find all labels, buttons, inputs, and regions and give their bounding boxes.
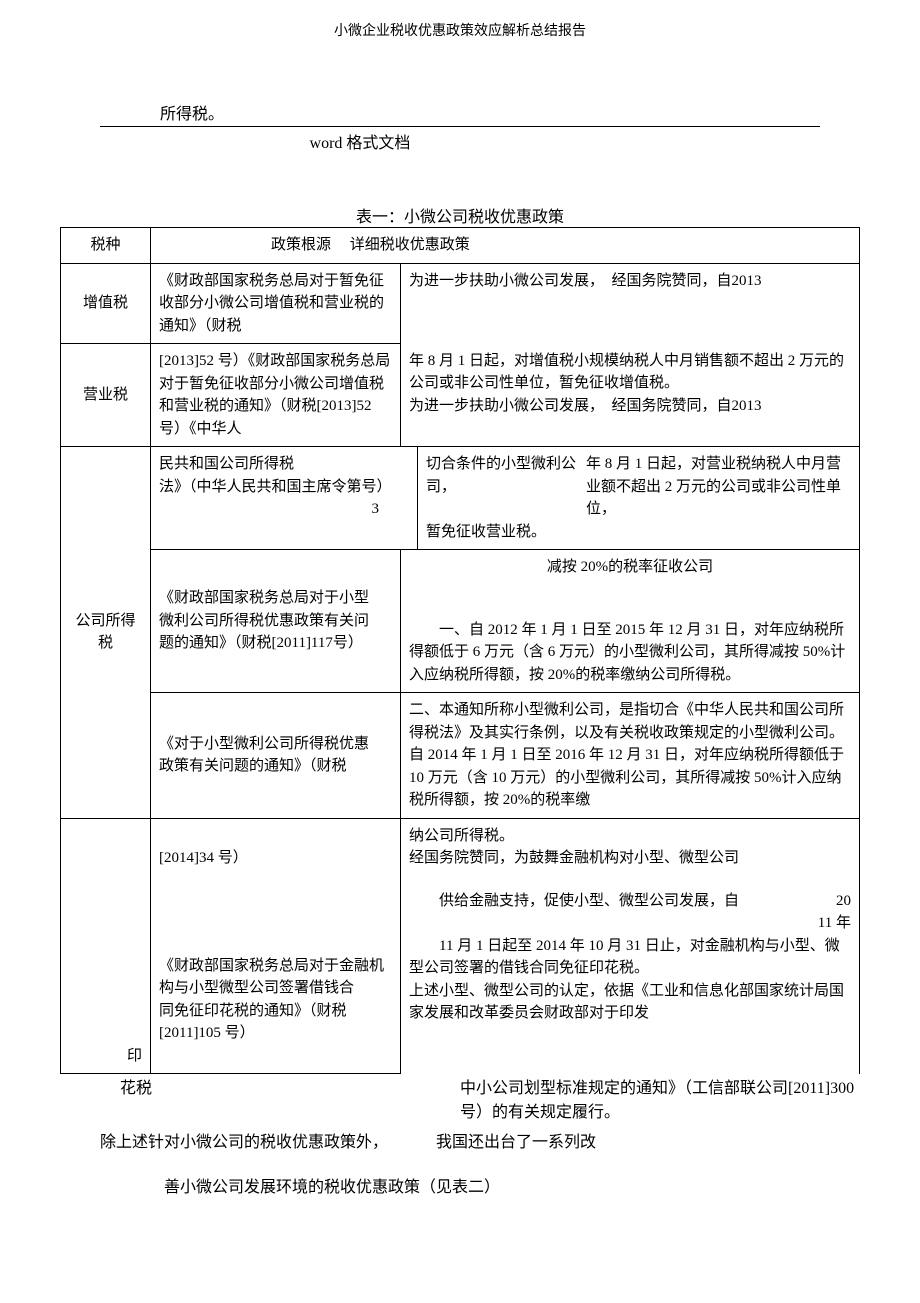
income1-detail-top: 减按 20%的税率征收公司: [409, 556, 851, 579]
post-para-1a: 除上述针对小微公司的税收优惠政策外，: [100, 1134, 388, 1151]
income2-detail: 二、本通知所称小型微利公司，是指切合《中华人民共和国公司所得税法》及其实行条例，…: [401, 693, 860, 819]
table-row: 营业税 [2013]52 号）《财政部国家税务总局对于暂免征收部分小微公司增值税…: [61, 344, 860, 447]
col-header-detail: 详细税收优惠政策: [350, 237, 470, 253]
income1-detail: 减按 20%的税率征收公司 一、自 2012 年 1 月 1 日至 2015 年…: [401, 550, 860, 693]
stamp-mid-b1: 20: [791, 890, 851, 913]
col-header-merged: 政策根源 详细税收优惠政策: [151, 228, 860, 264]
post-para-1b: 我国还出台了一系列改: [436, 1134, 596, 1151]
biz-policy-cell: [2013]52 号）《财政部国家税务总局对于暂免征收部分小微公司增值税和营业税…: [151, 344, 401, 447]
income-pre-policy-2: 法》（中华人民共和国主席令第号）: [159, 476, 409, 499]
stamp-detail-0: 纳公司所得税。: [409, 825, 851, 848]
doc-header-title: 小微企业税收优惠政策效应解析总结报告: [60, 20, 860, 40]
table-title: 表一：小微公司税收优惠政策: [60, 203, 860, 227]
vat-policy-cell: 《财政部国家税务总局对于暂免征收部分小微公司增值税和营业税的通知》（财税: [151, 263, 401, 344]
stamp-detail-1: 经国务院赞同，为鼓舞金融机构对小型、微型公司: [409, 847, 851, 870]
table-row: 印 [2014]34 号） 《财政部国家税务总局对于金融机构与小型微型公司签署借…: [61, 818, 860, 1074]
pre-text: 所得税。: [160, 100, 860, 124]
table-row: 公司所得税 民共和国公司所得税 法》（中华人民共和国主席令第号） 3 切合条件的…: [61, 447, 860, 550]
vat-detail-1: 为进一步扶助小微公司发展， 经国务院赞同，自2013: [409, 270, 851, 293]
col-header-policy: 政策根源: [271, 237, 331, 253]
stamp-mid-b2: 11 年: [791, 912, 851, 935]
col-header-tax: 税种: [61, 228, 151, 264]
policy-table: 税种 政策根源 详细税收优惠政策 增值税 《财政部国家税务总局对于暂免征收部分小…: [60, 227, 860, 1074]
biz-detail: 为进一步扶助小微公司发展， 经国务院赞同，自2013: [409, 395, 851, 418]
stamp-detail: 纳公司所得税。 经国务院赞同，为鼓舞金融机构对小型、微型公司 供给金融支持，促使…: [401, 818, 860, 1074]
stamp-tax-2: 花税: [100, 1074, 210, 1122]
vat-detail-cell: 为进一步扶助小微公司发展， 经国务院赞同，自2013: [401, 263, 860, 344]
word-format-label: word 格式文档: [0, 129, 860, 153]
income-pre-detail-flex: 切合条件的小型微利公司， 年 8 月 1 日起，对营业税纳税人中月营业额不超出 …: [426, 453, 851, 521]
income1-policy: 《财政部国家税务总局对于小型 微利公司所得税优惠政策有关问 题的通知》（财税[2…: [151, 550, 401, 693]
income1-detail-body: 一、自 2012 年 1 月 1 日至 2015 年 12 月 31 日，对年应…: [409, 619, 851, 687]
stamp-mid-a: 供给金融支持，促使小型、微型公司发展，自: [409, 890, 791, 935]
income-pre-merged: 民共和国公司所得税 法》（中华人民共和国主席令第号） 3 切合条件的小型微利公司…: [151, 447, 860, 550]
income2-policy: 《对于小型微利公司所得税优惠 政策有关问题的通知》（财税: [151, 693, 401, 819]
stamp-policy: [2014]34 号） 《财政部国家税务总局对于金融机构与小型微型公司签署借钱合…: [151, 818, 401, 1074]
stamp-detail-4: 上述小型、微型公司的认定，依据《工业和信息化部国家统计局国家发展和改革委员会财政…: [409, 980, 851, 1025]
table-row: 增值税 《财政部国家税务总局对于暂免征收部分小微公司增值税和营业税的通知》（财税…: [61, 263, 860, 344]
vat-detail-2: 年 8 月 1 日起，对增值税小规模纳税人中月销售额不超出 2 万元的公司或非公…: [409, 350, 851, 395]
table-row: 《对于小型微利公司所得税优惠 政策有关问题的通知》（财税 二、本通知所称小型微利…: [61, 693, 860, 819]
biz-tax-cell: 营业税: [61, 344, 151, 447]
income-tax-cell: 公司所得税: [61, 447, 151, 819]
stamp-policy-body: 《财政部国家税务总局对于金融机构与小型微型公司签署借钱合 同免征印花税的通知》（…: [159, 955, 392, 1045]
stamp-detail-3: 11 月 1 日起至 2014 年 10 月 31 日止，对金融机构与小型、微型…: [409, 935, 851, 980]
stamp-policy-pre: [2014]34 号）: [159, 847, 392, 870]
table-row: 《财政部国家税务总局对于小型 微利公司所得税优惠政策有关问 题的通知》（财税[2…: [61, 550, 860, 693]
income-pre-left: 切合条件的小型微利公司，: [426, 453, 576, 521]
income-pre-policy-1: 民共和国公司所得税: [159, 453, 409, 476]
biz-detail-cell: 年 8 月 1 日起，对增值税小规模纳税人中月销售额不超出 2 万元的公司或非公…: [401, 344, 860, 447]
income-pre-num: 3: [159, 498, 409, 521]
divider-line: [100, 126, 820, 127]
table-header-row: 税种 政策根源 详细税收优惠政策: [61, 228, 860, 264]
income-pre-right: 年 8 月 1 日起，对营业税纳税人中月营业额不超出 2 万元的公司或非公司性单…: [586, 453, 851, 521]
stamp-detail-mid: 供给金融支持，促使小型、微型公司发展，自 20 11 年: [409, 890, 851, 935]
vat-tax-cell: 增值税: [61, 263, 151, 344]
stamp-tax-cell: 印: [61, 818, 151, 1074]
stamp-detail-post: 中小公司划型标准规定的通知》（工信部联公司[2011]300 号）的有关规定履行…: [460, 1074, 860, 1122]
income-pre-bottom: 暂免征收营业税。: [426, 521, 851, 544]
post-para-1: 除上述针对小微公司的税收优惠政策外， 我国还出台了一系列改: [60, 1128, 860, 1152]
post-para-2: 善小微公司发展环境的税收优惠政策（见表二）: [60, 1170, 860, 1205]
